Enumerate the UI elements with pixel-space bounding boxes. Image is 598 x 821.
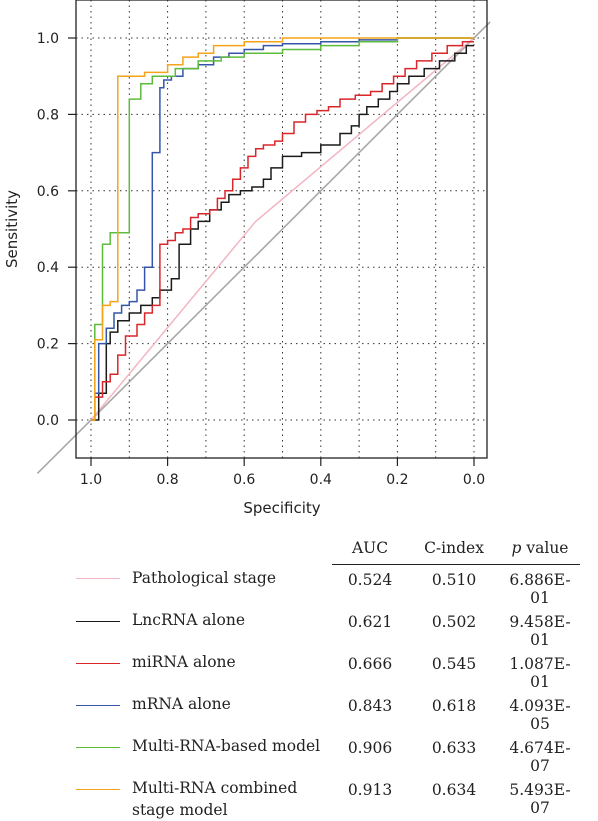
x-tick-label: 0.4 [310, 472, 332, 488]
legend-label: Multi-RNA combined stage model [132, 777, 297, 821]
cindex-value: 0.502 [408, 607, 500, 649]
auc-value: 0.913 [332, 775, 408, 821]
y-tick-label: 1.0 [37, 31, 59, 47]
x-tick-label: 0.6 [233, 472, 255, 488]
p-value: 4.674E-07 [500, 733, 580, 775]
roc-chart: 1.0 0.8 0.6 0.4 0.2 0.0 0.0 0.2 0.4 0.6 0.8 1.0 Sp… [0, 0, 598, 525]
cindex-value: 0.634 [408, 775, 500, 821]
legend-entry: miRNA alone [70, 649, 332, 691]
legend-entry: LncRNA alone [70, 607, 332, 649]
header-blank [70, 536, 332, 565]
legend-swatch [76, 789, 120, 790]
header-auc: AUC [332, 536, 408, 565]
auc-value: 0.843 [332, 691, 408, 733]
legend-entry: Multi-RNA-based model [70, 733, 332, 775]
legend-label-line2: stage model [132, 801, 228, 819]
y-tick-label: 0.8 [37, 107, 59, 123]
x-tick-label: 0.2 [386, 472, 408, 488]
legend-label: miRNA alone [132, 651, 236, 673]
x-axis: 1.0 0.8 0.6 0.4 0.2 0.0 [80, 458, 485, 488]
y-tick-label: 0.6 [37, 184, 59, 200]
y-axis-title: Sensitivity [3, 190, 21, 268]
p-value: 5.493E-07 [500, 775, 580, 821]
x-tick-label: 0.8 [156, 472, 178, 488]
header-p-rest: value [521, 539, 568, 557]
legend-swatch [76, 621, 120, 622]
header-pvalue: p value [500, 536, 580, 565]
legend-swatch [76, 663, 120, 664]
legend-swatch [76, 578, 120, 579]
y-tick-label: 0.4 [37, 260, 59, 276]
legend-label: Pathological stage [132, 567, 276, 589]
legend-entry: mRNA alone [70, 691, 332, 733]
legend-swatch [76, 705, 120, 706]
y-axis: 0.0 0.2 0.4 0.6 0.8 1.0 [37, 31, 76, 429]
cindex-value: 0.545 [408, 649, 500, 691]
legend-label-line1: Multi-RNA combined [132, 779, 297, 797]
legend-label-line1: LncRNA alone [132, 611, 245, 629]
cindex-value: 0.510 [408, 565, 500, 608]
legend-label: Multi-RNA-based model [132, 735, 320, 757]
cindex-value: 0.618 [408, 691, 500, 733]
cindex-value: 0.633 [408, 733, 500, 775]
p-value: 6.886E-01 [500, 565, 580, 608]
legend-entry: Pathological stage [70, 565, 332, 608]
legend-label: LncRNA alone [132, 609, 245, 631]
header-p-letter: p [512, 539, 522, 557]
p-value: 4.093E-05 [500, 691, 580, 733]
p-value: 9.458E-01 [500, 607, 580, 649]
x-tick-label: 1.0 [80, 472, 102, 488]
auc-value: 0.621 [332, 607, 408, 649]
y-tick-label: 0.2 [37, 337, 59, 353]
legend-entry: Multi-RNA combined stage model [70, 775, 332, 821]
legend-label-line1: mRNA alone [132, 695, 231, 713]
reference-diagonal [37, 22, 490, 474]
p-value: 1.087E-01 [500, 649, 580, 691]
legend-label-line1: miRNA alone [132, 653, 236, 671]
auc-value: 0.666 [332, 649, 408, 691]
legend-label: mRNA alone [132, 693, 231, 715]
x-axis-title: Specificity [243, 499, 320, 517]
legend-table: AUC C-index p value Pathological stage 0.… [70, 536, 580, 821]
legend-swatch [76, 747, 120, 748]
reference-line [37, 22, 490, 474]
x-tick-label: 0.0 [463, 472, 485, 488]
table-header-row: AUC C-index p value [70, 536, 580, 565]
header-cindex: C-index [408, 536, 500, 565]
auc-value: 0.524 [332, 565, 408, 608]
legend-label-line1: Multi-RNA-based model [132, 737, 320, 755]
y-tick-label: 0.0 [37, 413, 59, 429]
auc-value: 0.906 [332, 733, 408, 775]
legend-label-line1: Pathological stage [132, 569, 276, 587]
